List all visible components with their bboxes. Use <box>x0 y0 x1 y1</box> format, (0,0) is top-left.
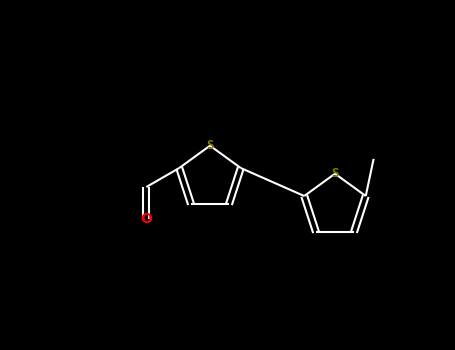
Text: S: S <box>331 167 339 180</box>
Text: O: O <box>141 212 152 226</box>
Text: S: S <box>206 139 214 152</box>
